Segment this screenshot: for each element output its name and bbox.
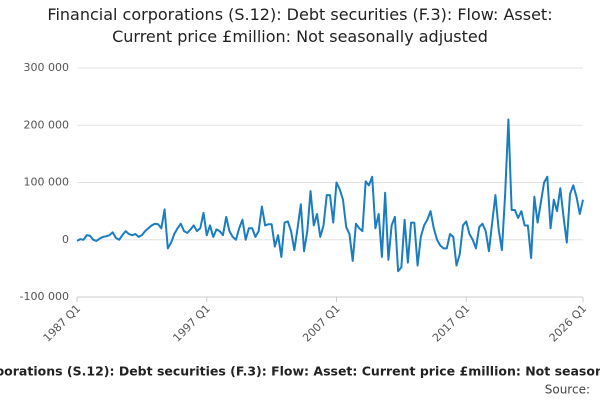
y-tick-label: 0: [62, 233, 69, 246]
x-tick-label: 1987 Q1: [41, 302, 84, 345]
x-tick-label: 2017 Q1: [430, 302, 473, 345]
line: [76, 118, 584, 273]
y-tick-label: 200 000: [24, 118, 70, 131]
y-tick-label: -100 000: [20, 290, 69, 303]
y-tick-label: 100 000: [24, 176, 70, 189]
y-tick-label: 300 000: [24, 61, 70, 74]
x-tick-label: 1997 Q1: [170, 302, 213, 345]
footer-title: Financial corporations (S.12): Debt secu…: [0, 364, 600, 379]
chart-title: Financial corporations (S.12): Debt secu…: [47, 5, 553, 46]
x-tick-label: 2026 Q1: [547, 302, 590, 345]
source: Source:: [545, 383, 590, 397]
x-tick-label: 2007 Q1: [300, 302, 343, 345]
